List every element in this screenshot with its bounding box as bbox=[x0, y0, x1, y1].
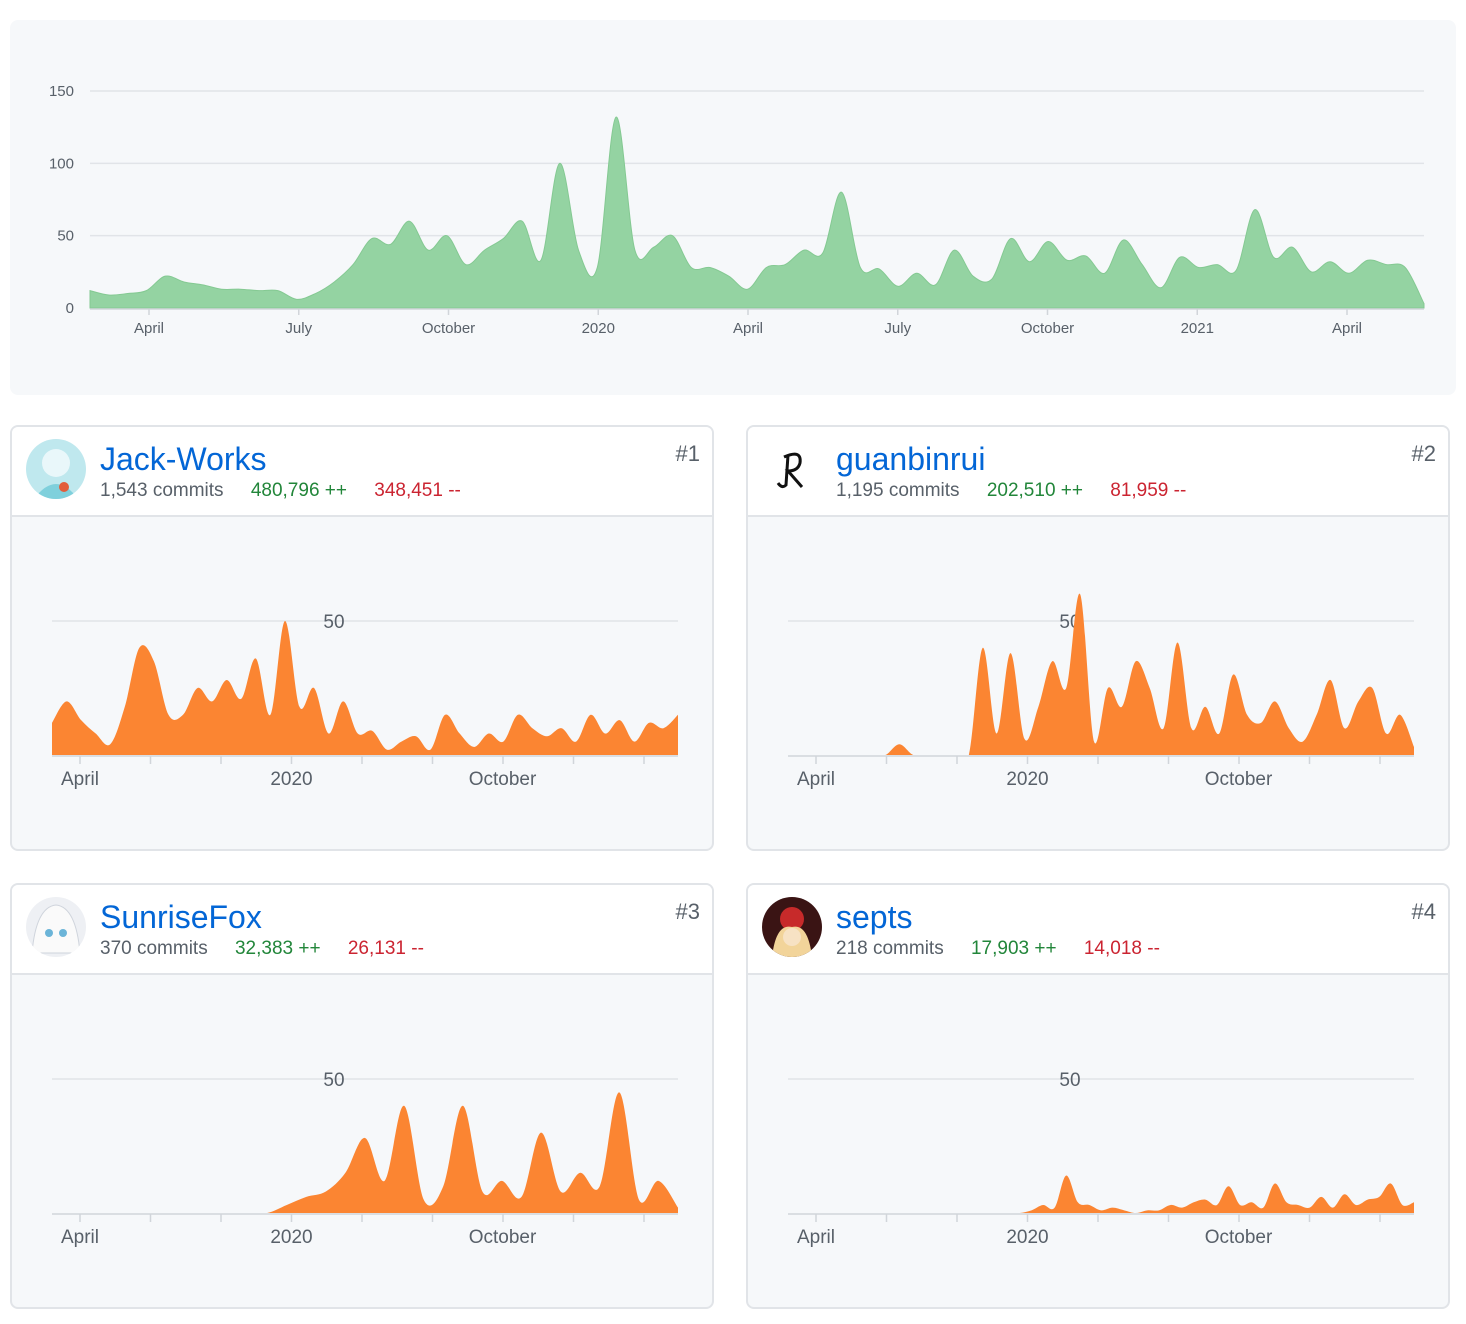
additions-count: 202,510 ++ bbox=[986, 480, 1083, 501]
y-tick-label: 0 bbox=[66, 300, 74, 317]
contributor-chart[interactable]: 50 April 2020 October bbox=[12, 885, 714, 1309]
avatar[interactable] bbox=[26, 897, 86, 957]
contributor-card: SunriseFox 370 commits 32,383 ++ 26,131 … bbox=[10, 883, 714, 1309]
y-tick-label: 150 bbox=[49, 83, 74, 100]
x-tick-label: April bbox=[797, 769, 835, 790]
rank-badge: #2 bbox=[1411, 441, 1436, 466]
card-header: guanbinrui 1,195 commits 202,510 ++ 81,9… bbox=[748, 427, 1448, 517]
rank-badge: #3 bbox=[675, 899, 700, 924]
contributor-series-area[interactable] bbox=[52, 1092, 678, 1213]
contributor-chart[interactable]: 50 April 2020 October bbox=[748, 885, 1450, 1309]
contributor-series-area[interactable] bbox=[788, 593, 1414, 755]
x-tick-label: October bbox=[422, 320, 475, 337]
contributor-stats: 370 commits 32,383 ++ 26,131 -- bbox=[100, 937, 424, 961]
avatar[interactable] bbox=[26, 439, 86, 499]
contributor-series-area[interactable] bbox=[788, 1175, 1414, 1213]
contributor-name-link[interactable]: Jack-Works bbox=[100, 441, 267, 477]
y-tick-label: 50 bbox=[323, 1070, 344, 1091]
x-tick-label: April bbox=[61, 769, 99, 790]
x-tick-label: 2020 bbox=[270, 769, 312, 790]
x-tick-label: July bbox=[285, 320, 312, 337]
x-tick-label: April bbox=[134, 320, 164, 337]
deletions-count: 81,959 -- bbox=[1110, 480, 1187, 501]
contributor-card: guanbinrui 1,195 commits 202,510 ++ 81,9… bbox=[746, 425, 1450, 851]
rank-badge: #4 bbox=[1411, 899, 1436, 924]
overview-chart[interactable]: 0 50 100 150 April July October 2020 April July Oc… bbox=[10, 20, 1456, 395]
commits-count[interactable]: 1,195 commits bbox=[836, 480, 960, 501]
x-tick-label: April bbox=[61, 1227, 99, 1248]
deletions-count: 14,018 -- bbox=[1083, 938, 1160, 959]
overview-panel: 0 50 100 150 April July October 2020 April July Oc… bbox=[10, 20, 1456, 395]
card-header: septs 218 commits 17,903 ++ 14,018 -- #4 bbox=[748, 885, 1448, 975]
y-tick-label: 50 bbox=[1059, 1070, 1080, 1091]
x-tick-label: October bbox=[469, 769, 537, 790]
x-tick-label: 2020 bbox=[1006, 769, 1048, 790]
x-tick-label: October bbox=[1021, 320, 1074, 337]
x-tick-label: 2020 bbox=[582, 320, 615, 337]
contributor-stats: 218 commits 17,903 ++ 14,018 -- bbox=[836, 937, 1160, 961]
deletions-count: 26,131 -- bbox=[347, 938, 424, 959]
additions-count: 32,383 ++ bbox=[234, 938, 321, 959]
contributor-name-link[interactable]: SunriseFox bbox=[100, 899, 262, 935]
x-tick-label: April bbox=[1332, 320, 1362, 337]
x-tick-label: October bbox=[1205, 769, 1273, 790]
y-tick-label: 50 bbox=[323, 612, 344, 633]
avatar[interactable] bbox=[762, 439, 822, 499]
contributor-stats: 1,195 commits 202,510 ++ 81,959 -- bbox=[836, 479, 1186, 503]
contributor-chart[interactable]: 50 April 2020 October bbox=[12, 427, 714, 851]
additions-count: 17,903 ++ bbox=[970, 938, 1057, 959]
contributor-card: Jack-Works 1,543 commits 480,796 ++ 348,… bbox=[10, 425, 714, 851]
commits-count[interactable]: 370 commits bbox=[100, 938, 208, 959]
commits-count[interactable]: 1,543 commits bbox=[100, 480, 224, 501]
contributor-card: septs 218 commits 17,903 ++ 14,018 -- #4… bbox=[746, 883, 1450, 1309]
commits-count[interactable]: 218 commits bbox=[836, 938, 944, 959]
rank-badge: #1 bbox=[675, 441, 700, 466]
avatar[interactable] bbox=[762, 897, 822, 957]
x-tick-label: April bbox=[733, 320, 763, 337]
card-header: Jack-Works 1,543 commits 480,796 ++ 348,… bbox=[12, 427, 712, 517]
x-tick-label: April bbox=[797, 1227, 835, 1248]
x-tick-label: October bbox=[469, 1227, 537, 1248]
deletions-count: 348,451 -- bbox=[374, 480, 461, 501]
x-tick-label: 2021 bbox=[1181, 320, 1214, 337]
contributor-name-link[interactable]: guanbinrui bbox=[836, 441, 986, 477]
y-tick-label: 100 bbox=[49, 155, 74, 172]
contributor-stats: 1,543 commits 480,796 ++ 348,451 -- bbox=[100, 479, 461, 503]
x-tick-label: July bbox=[884, 320, 911, 337]
overview-series-area[interactable] bbox=[89, 116, 1425, 309]
y-tick-label: 50 bbox=[57, 228, 74, 245]
x-tick-label: October bbox=[1205, 1227, 1273, 1248]
contributor-name-link[interactable]: septs bbox=[836, 899, 913, 935]
card-header: SunriseFox 370 commits 32,383 ++ 26,131 … bbox=[12, 885, 712, 975]
x-tick-label: 2020 bbox=[1006, 1227, 1048, 1248]
contributor-series-area[interactable] bbox=[52, 620, 678, 755]
additions-count: 480,796 ++ bbox=[250, 480, 347, 501]
x-tick-label: 2020 bbox=[270, 1227, 312, 1248]
